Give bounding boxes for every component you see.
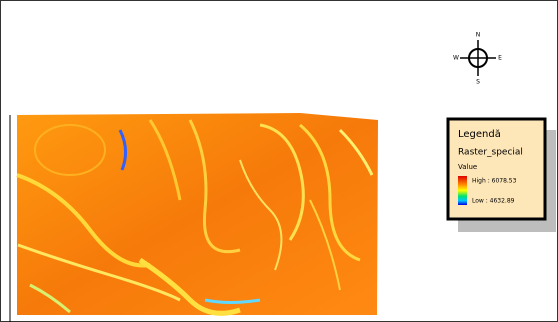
compass-w: W [453,55,459,62]
legend-layer: Raster_special [458,148,523,158]
map-layout: N S W E Legendă Raster_special Value Hig… [0,0,558,322]
legend-title: Legendă [458,129,501,140]
legend: Legendă Raster_special Value High : 6078… [448,119,556,232]
raster [17,113,378,315]
compass-e: E [498,55,502,62]
legend-field: Value [458,163,477,171]
legend-high: High : 6078.53 [472,178,517,185]
color-ramp [458,176,467,205]
compass-s: S [476,79,480,86]
compass-n: N [476,32,481,39]
legend-low: Low : 4632.89 [472,198,515,205]
